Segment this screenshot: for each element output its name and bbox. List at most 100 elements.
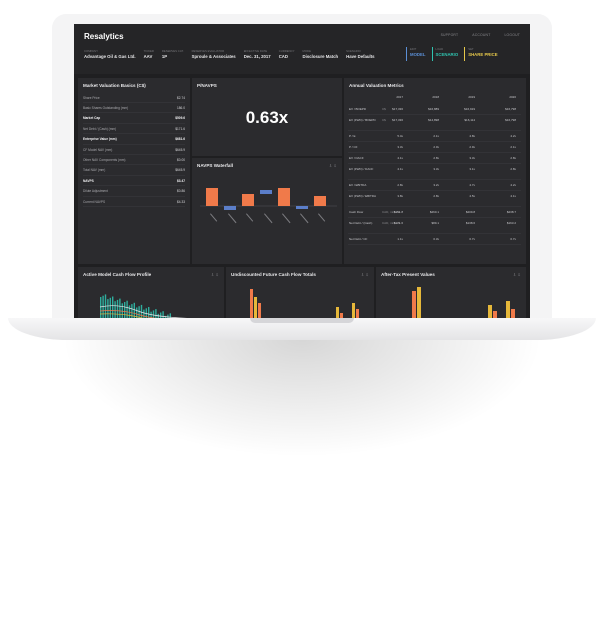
support-link[interactable]: SUPPORT xyxy=(440,33,459,37)
cash-flow-bar xyxy=(100,297,102,318)
metrics-row-name: Net Debt / (Cash) xyxy=(349,221,373,225)
metrics-row-value: 4.1x xyxy=(510,194,516,198)
app-header: Resalytics SUPPORT ACCOUNT LOGOUT COMPAN… xyxy=(74,24,530,74)
metrics-row-value: $260.1 xyxy=(429,210,439,214)
logout-link[interactable]: LOGOUT xyxy=(504,33,520,37)
download-icon[interactable]: ⇩ ⇩ xyxy=(512,272,521,277)
valuation-row: Total NAV (mm) $645.9 xyxy=(83,166,185,176)
metrics-row-value: $209.8 xyxy=(465,210,475,214)
account-link[interactable]: ACCOUNT xyxy=(472,33,491,37)
cash-flow-line xyxy=(99,305,188,318)
cash-flow-bar xyxy=(138,306,140,318)
cash-flow-line xyxy=(99,313,144,318)
metrics-row-value: 4.2x xyxy=(510,183,516,187)
metrics-row-value: $17,336 xyxy=(392,107,403,111)
valuation-row-label: Current NAVPS xyxy=(83,199,106,204)
valuation-row-label: Share Price xyxy=(83,95,100,100)
undiscounted-cash-flow-panel: Undiscounted Future Cash Flow Totals ⇩ ⇩ xyxy=(226,267,374,318)
metrics-header-row: 2017 2018 2019 2020 xyxy=(396,95,516,99)
laptop-base xyxy=(8,318,596,340)
valuation-row-label: CF Model NAV (mm) xyxy=(83,147,113,152)
metrics-row-value: $16,798 xyxy=(505,107,516,111)
download-icon[interactable]: ⇩ ⇩ xyxy=(360,272,369,277)
cash-flow-profile-panel: Active Model Cash Flow Profile ⇩ ⇩ xyxy=(78,267,224,318)
metrics-row-name: Net Debt / CF xyxy=(349,237,368,241)
cash-flow-bar xyxy=(119,298,121,318)
valuation-row-label: Market Cap xyxy=(83,116,101,121)
set-share-price-button[interactable]: SET SHARE PRICE xyxy=(464,47,498,61)
waterfall-chart xyxy=(200,188,337,224)
metrics-row-value: 3.1x xyxy=(469,167,475,171)
download-icon[interactable]: ⇩ ⇩ xyxy=(210,272,219,277)
meta-scenario: SCENARIO Have Defaults xyxy=(346,49,375,59)
metrics-row: Net Debt / (Cash) CAD, millions $171.6 $89.… xyxy=(348,218,521,234)
ucf-bar xyxy=(258,303,261,318)
market-valuation-panel: Market Valuation Basics (C$) Share Price… xyxy=(78,78,190,264)
laptop-screen: Resalytics SUPPORT ACCOUNT LOGOUT COMPAN… xyxy=(74,24,530,318)
metrics-row-value: $89.1 xyxy=(431,221,439,225)
valuation-row-value: $2.74 xyxy=(177,95,185,100)
cash-flow-bar xyxy=(128,305,131,318)
cash-flow-line xyxy=(99,310,157,318)
metrics-row-value: 2.1x xyxy=(510,145,516,149)
edit-model-button[interactable]: EDIT MODEL xyxy=(406,47,426,61)
download-icon[interactable]: ⇩ ⇩ xyxy=(328,163,337,168)
valuation-row-label: Other NAV Components (mm) xyxy=(83,157,126,162)
valuation-row: Current NAVPS $4.33 xyxy=(83,197,185,207)
ucf-bar xyxy=(336,307,339,318)
pnavps-value: 0.63x xyxy=(245,108,289,127)
laptop-notch xyxy=(250,318,354,323)
valuation-row-label: Dilute Adjustment xyxy=(83,189,108,194)
metrics-row-name: EV / EBITDA xyxy=(349,183,367,187)
valuation-row-value: $171.6 xyxy=(175,126,185,131)
cash-flow-bar xyxy=(126,300,128,318)
metrics-row-value: 2.8x xyxy=(397,183,403,187)
waterfall-bar xyxy=(296,206,308,209)
valuation-row: Market Cap $509.6 xyxy=(83,114,185,124)
valuation-row: Dilute Adjustment $0.86 xyxy=(83,187,185,197)
cash-flow-profile-title: Active Model Cash Flow Profile xyxy=(83,272,152,277)
cash-flow-bar xyxy=(143,309,145,318)
top-nav: SUPPORT ACCOUNT LOGOUT xyxy=(441,33,520,37)
metrics-row: EV / DACF 4.1x 2.8x 3.3x 2.8x xyxy=(348,153,521,164)
meta-ticker: TICKER AAV xyxy=(143,49,154,59)
cash-flow-bar xyxy=(162,311,164,318)
metrics-row-value: 5.4x xyxy=(397,134,403,138)
undiscounted-cash-flow-chart xyxy=(250,289,359,318)
metrics-row-value: 2.8x xyxy=(510,167,516,171)
metrics-row-value: 0.7x xyxy=(469,237,475,241)
cash-flow-bar xyxy=(131,304,133,318)
metrics-row-value: 0.7x xyxy=(510,237,516,241)
metrics-row: EV (FWD) / DACF 4.1x 3.3x 3.1x 2.8x xyxy=(348,164,521,180)
laptop-device: Resalytics SUPPORT ACCOUNT LOGOUT COMPAN… xyxy=(8,14,596,340)
metrics-row-name: EV / BOEPD xyxy=(349,107,367,111)
cash-flow-bar xyxy=(114,301,116,318)
metrics-row-value: $138.6 xyxy=(465,221,475,225)
valuation-row: CF Model NAV (mm) $645.9 xyxy=(83,145,185,155)
metrics-row-value: 2.8x xyxy=(433,194,439,198)
metrics-row-name: Cash Flow xyxy=(349,210,364,214)
ucf-bar xyxy=(352,303,355,318)
market-valuation-title: Market Valuation Basics (C$) xyxy=(83,83,146,88)
cash-flow-bar xyxy=(112,296,114,318)
annual-metrics-panel: Annual Valuation Metrics 2017 2018 2019 … xyxy=(344,78,526,264)
cash-flow-bar xyxy=(160,312,162,318)
meta-reserves-cat: RESERVES CAT. 1P xyxy=(161,49,184,59)
waterfall-tick-marks xyxy=(210,213,326,224)
metrics-row-unit: C$ xyxy=(382,118,386,122)
brand-logo[interactable]: Resalytics xyxy=(84,32,124,41)
valuation-row-value: $3.47 xyxy=(177,178,185,183)
cash-flow-bars xyxy=(100,294,171,318)
metrics-row: P / E 5.4x 2.1x 4.8x 4.2x xyxy=(348,131,521,142)
meta-company: COMPANY Advantage Oil & Gas Ltd. xyxy=(84,49,136,59)
metrics-row: EV / BOEPD C$ $17,336 $16,889 $16,919 $16,798 xyxy=(348,104,521,115)
load-scenario-button[interactable]: LOAD SCENARIO xyxy=(431,47,458,61)
valuation-row-value: $509.6 xyxy=(175,116,185,121)
valuation-row-value: $645.9 xyxy=(175,147,185,152)
metrics-row-name: EV (FWD) / BOEPD xyxy=(349,118,376,122)
waterfall-bar xyxy=(278,188,290,206)
metrics-row-value: $151.8 xyxy=(393,210,403,214)
metrics-row-value: 2.8x xyxy=(433,156,439,160)
cash-flow-bar xyxy=(121,303,123,318)
cash-flow-bar xyxy=(102,295,104,318)
